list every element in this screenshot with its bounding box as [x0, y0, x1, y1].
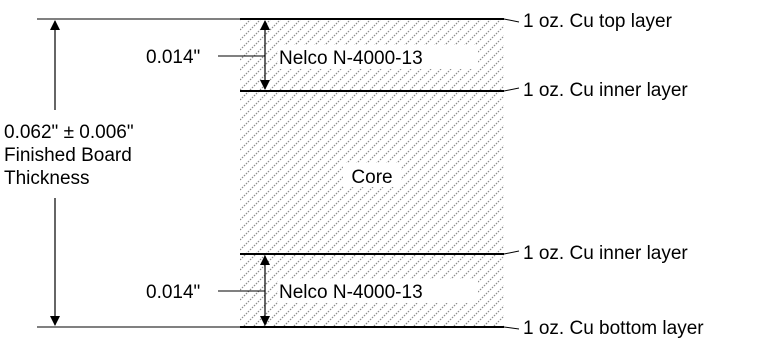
- core-label-bg: [343, 163, 401, 187]
- prepreg-bottom-thickness-label: 0.014": [146, 282, 200, 303]
- cu-inner-top-layer-label: 1 oz. Cu inner layer: [523, 80, 688, 101]
- prepreg-top-material-label: Nelco N-4000-13: [279, 48, 423, 69]
- leader-top-layer: [503, 18, 520, 23]
- leader-bottom-layer: [503, 326, 520, 330]
- prepreg-top-label-bg: [278, 45, 478, 69]
- cu-inner-bottom-layer-label: 1 oz. Cu inner layer: [523, 243, 688, 264]
- cu-bottom-layer-label: 1 oz. Cu bottom layer: [523, 318, 704, 339]
- prepreg-bottom-label-bg: [278, 279, 478, 303]
- leader-inner-bottom-layer: [503, 250, 520, 255]
- prepreg-bottom-material-label: Nelco N-4000-13: [279, 282, 423, 303]
- board-thickness-caption-line2: Thickness: [4, 168, 90, 189]
- leader-inner-top-layer: [503, 87, 520, 92]
- core-label: Core: [351, 167, 392, 188]
- cu-top-layer-label: 1 oz. Cu top layer: [523, 11, 673, 32]
- board-thickness-value: 0.062" ± 0.006": [4, 122, 134, 143]
- prepreg-top-thickness-label: 0.014": [146, 47, 200, 68]
- board-thickness-caption-line1: Finished Board: [4, 145, 132, 166]
